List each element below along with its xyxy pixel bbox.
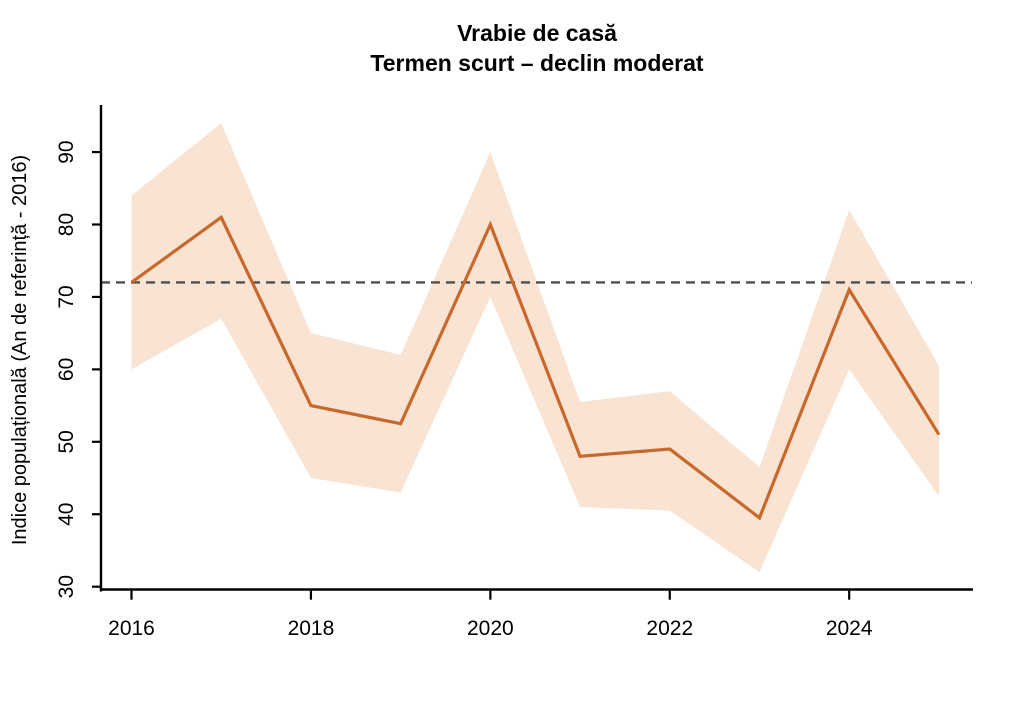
y-axis-label: Indice populațională (An de referință - … xyxy=(9,154,31,546)
chart-title: Vrabie de casă xyxy=(457,20,617,46)
x-tick-label: 2024 xyxy=(826,617,873,640)
y-tick-label: 90 xyxy=(55,140,78,163)
y-tick-label: 60 xyxy=(55,358,78,381)
y-tick-label: 30 xyxy=(55,575,78,598)
y-tick-label: 50 xyxy=(55,430,78,453)
chart-subtitle: Termen scurt – declin moderat xyxy=(370,50,704,76)
x-tick-label: 2020 xyxy=(467,617,514,640)
x-tick-label: 2016 xyxy=(108,617,155,640)
title-block: Vrabie de casă Termen scurt – declin mod… xyxy=(101,18,973,78)
index-line xyxy=(130,214,941,521)
y-tick-label: 80 xyxy=(55,213,78,236)
y-tick-label: 70 xyxy=(55,285,78,308)
x-tick-label: 2022 xyxy=(646,617,693,640)
confidence-band xyxy=(131,123,939,573)
x-tick-label: 2018 xyxy=(288,617,335,640)
y-tick-label: 40 xyxy=(55,503,78,526)
